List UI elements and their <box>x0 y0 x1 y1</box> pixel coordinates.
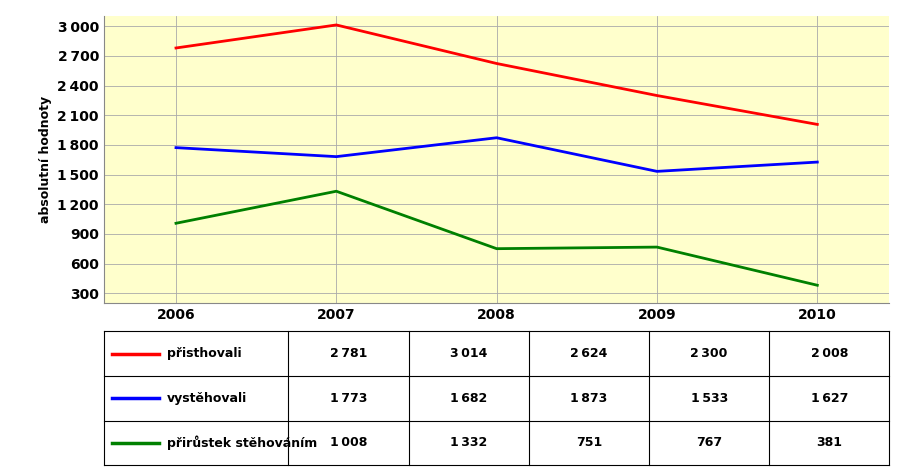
Text: 2 624: 2 624 <box>570 347 607 360</box>
Text: 1 873: 1 873 <box>570 392 607 405</box>
Text: 2 781: 2 781 <box>329 347 367 360</box>
Text: 381: 381 <box>815 437 842 449</box>
Text: přirůstek stěhováním: přirůstek stěhováním <box>167 436 317 450</box>
Text: 751: 751 <box>575 437 602 449</box>
Text: 1 008: 1 008 <box>329 437 367 449</box>
Text: 3 014: 3 014 <box>449 347 487 360</box>
Text: 1 332: 1 332 <box>449 437 487 449</box>
Text: 1 627: 1 627 <box>810 392 847 405</box>
Text: 1 533: 1 533 <box>690 392 727 405</box>
Text: vystěhovali: vystěhovali <box>167 392 246 405</box>
Text: 2 008: 2 008 <box>810 347 847 360</box>
Y-axis label: absolutní hodnoty: absolutní hodnoty <box>39 96 52 223</box>
Text: 2 300: 2 300 <box>690 347 727 360</box>
Text: 1 682: 1 682 <box>449 392 487 405</box>
Text: 767: 767 <box>695 437 722 449</box>
Text: přisthovali: přisthovali <box>167 347 241 360</box>
Text: 1 773: 1 773 <box>329 392 367 405</box>
